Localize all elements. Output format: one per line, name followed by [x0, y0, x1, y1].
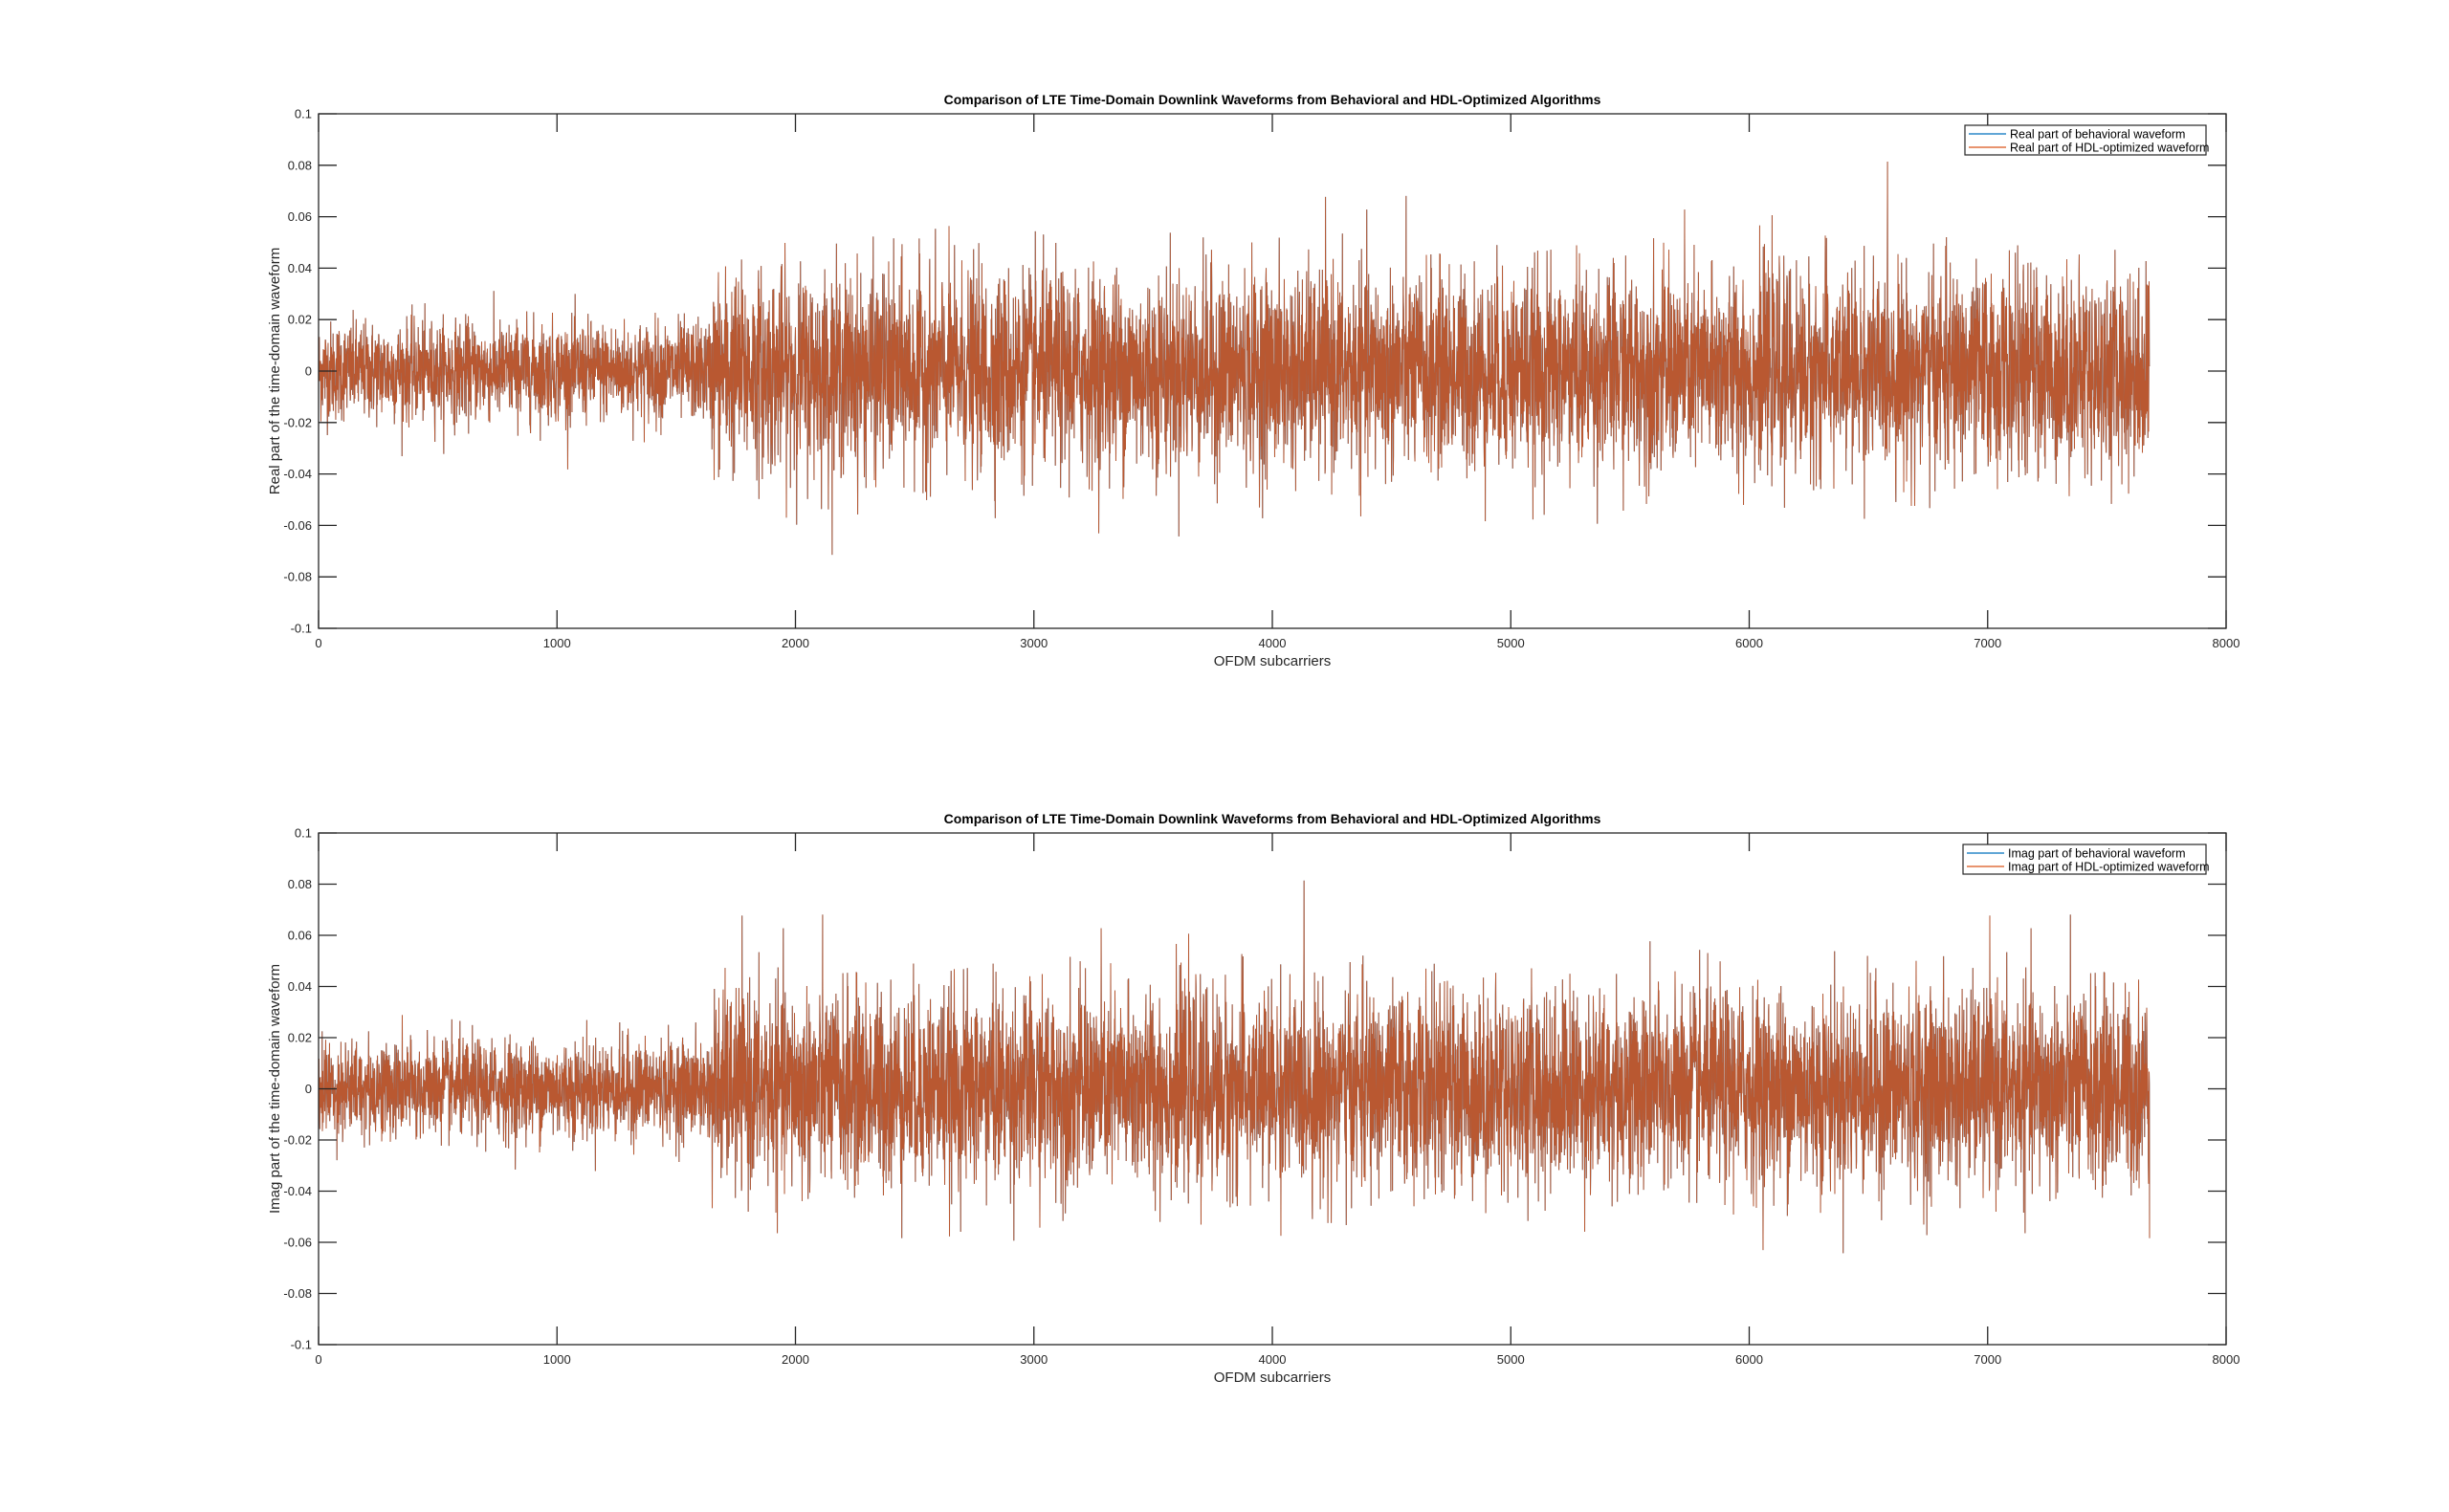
y-tick-label: -0.04	[283, 467, 312, 481]
x-tick-label: 8000	[2213, 1352, 2240, 1367]
x-tick-label: 7000	[1974, 1352, 2001, 1367]
y-tick-label: 0.06	[288, 209, 312, 224]
x-tick-label: 6000	[1735, 636, 1763, 650]
x-tick-label: 0	[315, 636, 321, 650]
y-tick-label: -0.02	[283, 1133, 312, 1148]
y-tick-label: -0.02	[283, 415, 312, 429]
y-axis-label: Real part of the time-domain waveform	[267, 248, 283, 494]
x-tick-label: 4000	[1259, 1352, 1287, 1367]
x-tick-label: 8000	[2213, 636, 2240, 650]
y-tick-label: 0.1	[295, 826, 312, 841]
legend-entry: Real part of HDL-optimized waveform	[2010, 142, 2209, 155]
x-tick-label: 5000	[1497, 636, 1525, 650]
legend-entry: Real part of behavioral waveform	[2010, 128, 2185, 142]
y-axis-label: Imag part of the time-domain waveform	[267, 964, 283, 1214]
y-tick-label: 0.02	[288, 313, 312, 327]
y-tick-label: 0	[305, 1082, 312, 1096]
plot-2: 0 1000 2000 3000 4000 5000 6000 7000 8000 -0.1 -0.…	[267, 811, 2239, 1386]
chart-title: Comparison of LTE Time-Domain Downlink W…	[944, 92, 1601, 107]
chart-title: Comparison of LTE Time-Domain Downlink W…	[944, 811, 1601, 826]
y-tick-label: 0.04	[288, 261, 312, 275]
x-tick-label: 3000	[1020, 636, 1048, 650]
y-tick-label: 0.02	[288, 1031, 312, 1045]
x-axis-label: OFDM subcarriers	[1214, 1370, 1332, 1386]
y-tick-label: 0.04	[288, 979, 312, 994]
x-tick-label: 4000	[1259, 636, 1287, 650]
y-tick-label: 0	[305, 364, 312, 379]
y-tick-label: 0.1	[295, 107, 312, 121]
series-hdl-line	[318, 162, 2151, 556]
x-axis-label: OFDM subcarriers	[1214, 653, 1332, 669]
y-tick-label: 0.06	[288, 929, 312, 943]
x-tick-label: 5000	[1497, 1352, 1525, 1367]
x-tick-label: 1000	[543, 636, 571, 650]
plot-1: 0 1000 2000 3000 4000 5000 6000 7000 8000 -0.1 -0.…	[267, 92, 2239, 669]
y-tick-label: 0.08	[288, 877, 312, 891]
x-tick-label: 2000	[782, 636, 809, 650]
y-tick-label: -0.1	[291, 1338, 312, 1352]
legend-box	[1964, 124, 2207, 156]
x-tick-label: 7000	[1974, 636, 2001, 650]
y-tick-label: -0.08	[283, 570, 312, 584]
y-tick-label: -0.04	[283, 1184, 312, 1198]
y-tick-label: -0.06	[283, 518, 312, 533]
x-tick-label: 1000	[543, 1352, 571, 1367]
y-tick-label: -0.1	[291, 622, 312, 636]
y-tick-label: -0.08	[283, 1286, 312, 1301]
legend-box	[1962, 844, 2207, 875]
y-tick-label: -0.06	[283, 1236, 312, 1250]
y-tick-label: 0.08	[288, 158, 312, 172]
legend-entry: Imag part of HDL-optimized waveform	[2008, 861, 2210, 874]
legend-entry: Imag part of behavioral waveform	[2008, 847, 2186, 861]
x-tick-label: 6000	[1735, 1352, 1763, 1367]
x-tick-label: 0	[315, 1352, 321, 1367]
x-tick-label: 2000	[782, 1352, 809, 1367]
x-tick-label: 3000	[1020, 1352, 1048, 1367]
series-hdl-line	[318, 880, 2151, 1254]
